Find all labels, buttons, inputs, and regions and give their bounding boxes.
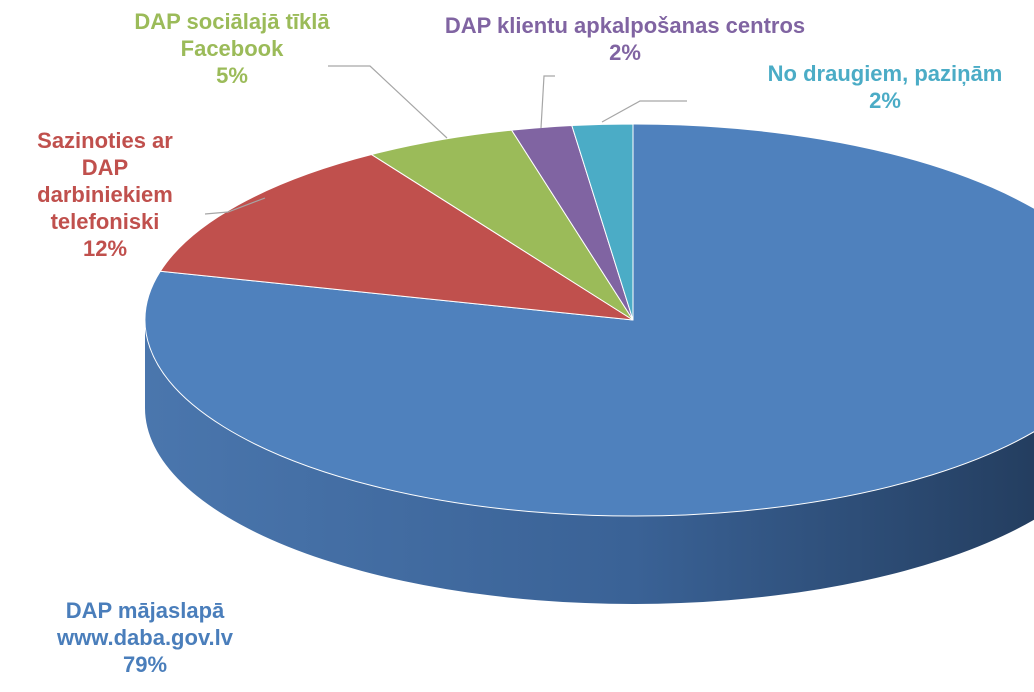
data-label: DAP mājaslapā www.daba.gov.lv 79%: [20, 597, 270, 678]
value-label: 5%: [216, 63, 248, 88]
value-label: 12%: [82, 236, 128, 261]
category-label: No draugiem, paziņām: [767, 61, 1003, 86]
leader-line: [328, 65, 448, 139]
pie-slice: [370, 129, 634, 321]
data-label: DAP sociālajā tīklā Facebook 5%: [112, 8, 352, 89]
pie-side-body: [145, 320, 1034, 604]
category-label: Sazinoties ar DAP darbiniekiem telefonis…: [37, 128, 173, 234]
category-label: DAP sociālajā tīklā Facebook: [134, 9, 330, 61]
pie-slice: [144, 123, 1034, 517]
value-label: 2%: [609, 40, 641, 65]
pie-top: [144, 123, 1034, 517]
leader-line: [601, 100, 687, 123]
leader-line: [204, 197, 266, 215]
leader-line: [540, 75, 555, 129]
pie-slice: [571, 123, 634, 321]
category-label: DAP mājaslapā www.daba.gov.lv: [56, 598, 234, 650]
value-label: 79%: [122, 652, 168, 677]
pie-side: [145, 320, 1034, 604]
leader-lines: [204, 65, 687, 215]
pie-slice: [159, 153, 634, 321]
value-label: 2%: [869, 88, 901, 113]
data-label: DAP klientu apkalpošanas centros 2%: [385, 12, 865, 66]
data-label: Sazinoties ar DAP darbiniekiem telefonis…: [10, 127, 200, 262]
data-label: No draugiem, paziņām 2%: [715, 60, 1034, 114]
category-label: DAP klientu apkalpošanas centros: [444, 13, 806, 38]
